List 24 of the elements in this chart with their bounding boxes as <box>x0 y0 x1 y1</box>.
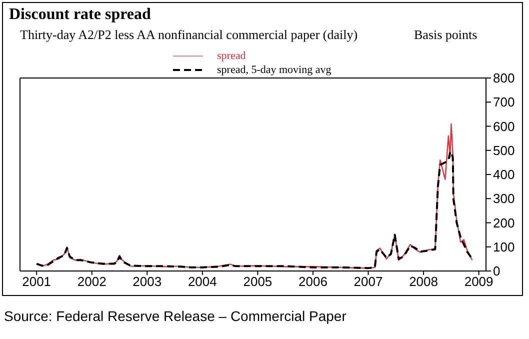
x-tick-label: 2009 <box>464 274 494 290</box>
x-tick-label: 2008 <box>409 274 438 290</box>
x-tick-label: 2002 <box>77 274 106 290</box>
y-tick-label: 100 <box>493 239 515 254</box>
x-tick-label: 2005 <box>243 274 272 290</box>
x-tick-label: 2006 <box>298 274 328 290</box>
y-tick-label: 600 <box>493 118 515 134</box>
y-tick-label: 500 <box>493 142 515 158</box>
x-tick-label: 2001 <box>22 274 52 290</box>
y-tick-label: 300 <box>493 191 515 206</box>
y-tick-label: 200 <box>493 215 515 230</box>
legend-label: spread <box>217 50 246 62</box>
x-tick-label: 2004 <box>188 274 217 290</box>
x-tick-label: 2007 <box>354 274 383 290</box>
y-tick-label: 0 <box>493 264 500 279</box>
legend-label: spread, 5-day moving avg <box>217 64 332 76</box>
chart-title: Discount rate spread <box>9 6 151 24</box>
y-axis-title: Basis points <box>414 27 478 43</box>
y-tick-label: 800 <box>493 70 515 86</box>
x-tick-label: 2003 <box>132 274 162 290</box>
source-note: Source: Federal Reserve Release – Commercial Paper <box>4 308 346 324</box>
chart-subtitle: Thirty-day A2/P2 less AA nonfinancial commercial paper (daily) <box>20 27 358 43</box>
y-tick-label: 700 <box>493 94 515 110</box>
y-tick-label: 400 <box>493 167 515 182</box>
